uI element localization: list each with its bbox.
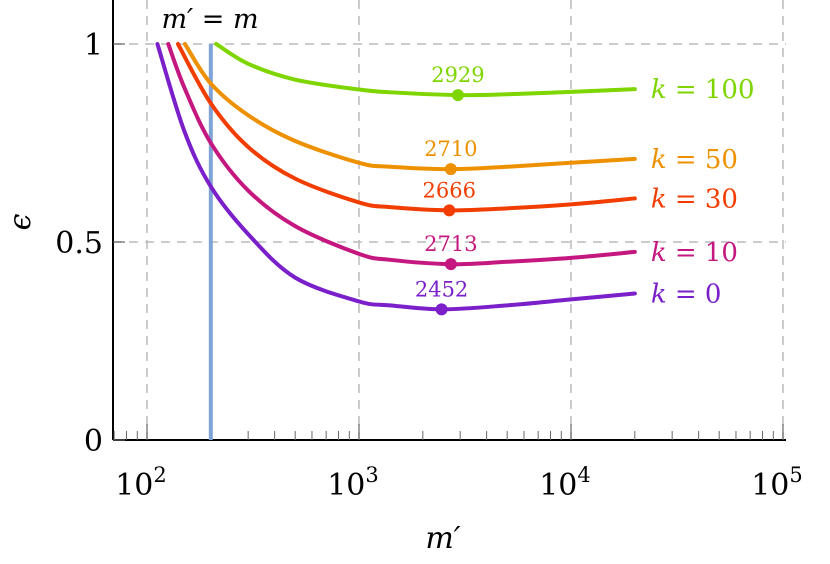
y-axis-label: ϵ: [3, 213, 38, 230]
minimum-marker-k10: [444, 258, 457, 271]
series-line-k50: [182, 42, 637, 172]
reference-line-label: m′ = m: [161, 4, 258, 35]
series-line-k30: [175, 42, 637, 213]
series-label-k0: k = 0: [651, 279, 722, 309]
minimum-label-k100: 2929: [431, 63, 484, 87]
minimum-label-k10: 2713: [424, 232, 477, 256]
x-tick-label: 103: [327, 463, 379, 503]
x-tick-label: 105: [751, 463, 803, 503]
series-group: 2452 k = 0 2713 k = 10 2666 k = 30 2710 k = 50 2…: [155, 42, 755, 440]
series-label-k30: k = 30: [651, 184, 738, 214]
series-label-k100: k = 100: [651, 75, 755, 105]
ticks: 102 103 104 105 0 0.5 1: [55, 28, 803, 503]
series-label-k10: k = 10: [651, 238, 738, 268]
series-line-k100: [214, 42, 637, 98]
minimum-marker-k30: [443, 204, 456, 217]
series-label-k50: k = 50: [651, 145, 738, 175]
x-tick-label: 102: [115, 463, 167, 503]
minimum-label-k50: 2710: [424, 137, 477, 161]
series-line-k10: [166, 42, 637, 267]
minimum-marker-k100: [451, 89, 464, 102]
x-axis-label: m′: [425, 521, 460, 556]
series-line-k0: [155, 42, 637, 312]
minimum-label-k30: 2666: [423, 178, 476, 202]
minimum-marker-k50: [444, 163, 457, 176]
y-tick-label: 1: [84, 28, 103, 63]
grid: [113, 0, 786, 440]
axes: [112, 0, 786, 441]
minimum-label-k0: 2452: [415, 277, 468, 301]
y-tick-label: 0: [84, 424, 103, 459]
minimum-marker-k0: [435, 303, 448, 316]
x-tick-label: 104: [539, 463, 591, 503]
y-tick-label: 0.5: [55, 226, 103, 261]
